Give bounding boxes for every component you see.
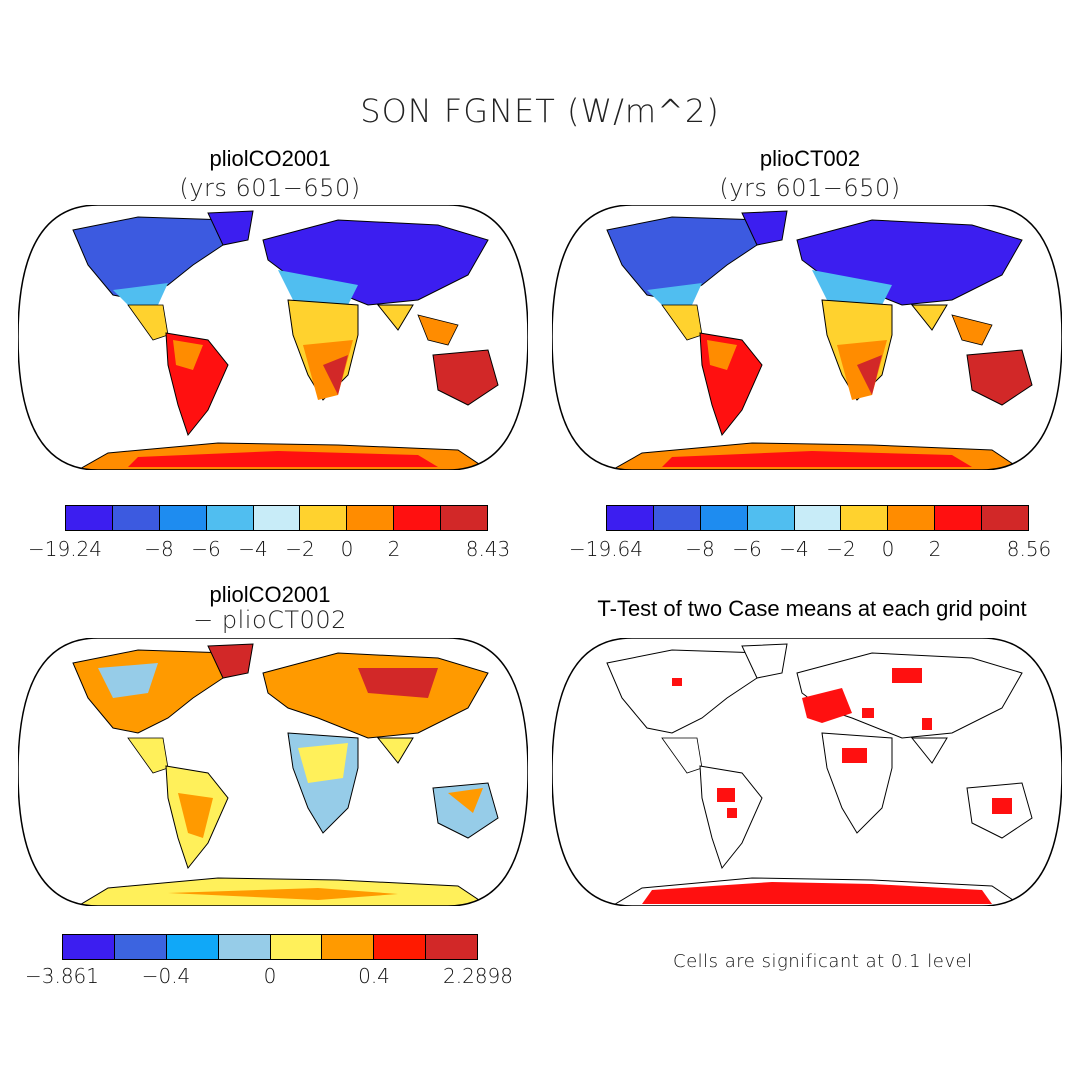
panel-3-title: pliolCO2001 (209, 582, 331, 607)
colorbar-label: −3.861 (24, 964, 100, 988)
colorbar-label: −4 (779, 537, 809, 561)
colorbar-cell (166, 935, 219, 959)
panel-3-subtitle: − plioCT002 (193, 606, 347, 634)
colorbar-label: −8 (685, 537, 715, 561)
colorbar-cell (206, 506, 254, 530)
land-fields-2 (606, 210, 1033, 470)
colorbar-cell (112, 506, 160, 530)
colorbar-cell (888, 506, 936, 530)
colorbar-label: 2 (928, 537, 942, 561)
panel-2-subtitle: (yrs 601−650) (719, 174, 901, 202)
colorbar-cell (426, 935, 477, 959)
colorbar-label: 2 (387, 537, 401, 561)
colorbar-label: −6 (191, 537, 221, 561)
land-fields-3 (72, 643, 499, 906)
colorbar-cell (322, 935, 375, 959)
colorbar-cell (374, 935, 427, 959)
colorbar-cell (63, 935, 115, 959)
panel-1-subtitle: (yrs 601−650) (179, 174, 361, 202)
colorbar-cell (394, 506, 442, 530)
panel-1-title: pliolCO2001 (209, 146, 331, 171)
colorbar-cell (841, 506, 889, 530)
colorbar-label: 0 (881, 537, 895, 561)
land-fields-1 (72, 210, 499, 470)
colorbar-cell (441, 506, 488, 530)
significance-note: Cells are significant at 0.1 level (673, 951, 973, 972)
colorbar-cell (114, 935, 167, 959)
main-title: SON FGNET (W/m^2) (360, 92, 720, 130)
colorbar-1 (65, 505, 488, 531)
colorbar-cell (347, 506, 395, 530)
colorbar-cell (982, 506, 1029, 530)
colorbar-cell (607, 506, 654, 530)
colorbar-label: −2 (285, 537, 315, 561)
colorbar-label: 0.4 (358, 964, 390, 988)
colorbar-cell (747, 506, 795, 530)
panel-4-title: T-Test of two Case means at each grid po… (597, 596, 1027, 621)
colorbar-cell (218, 935, 271, 959)
colorbar-cell (253, 506, 301, 530)
colorbar-label: −8 (144, 537, 174, 561)
significant-cells (642, 668, 1012, 904)
map-panel-2 (552, 205, 1062, 470)
colorbar-label: 0 (263, 964, 277, 988)
colorbar-cell (270, 935, 323, 959)
colorbar-cell (794, 506, 842, 530)
coastlines-4 (606, 643, 1033, 906)
colorbar-diff (62, 934, 478, 960)
colorbar-label: −4 (238, 537, 268, 561)
map-panel-1 (18, 205, 528, 470)
map-panel-3 (18, 638, 528, 906)
colorbar-cell (66, 506, 113, 530)
colorbar-label: 0 (340, 537, 354, 561)
colorbar-label: 2.2898 (443, 964, 513, 988)
colorbar-label: −19.24 (27, 537, 103, 561)
colorbar-label: −6 (732, 537, 762, 561)
colorbar-cell (300, 506, 348, 530)
colorbar-cell (653, 506, 701, 530)
panel-2-title: plioCT002 (759, 146, 861, 171)
colorbar-cell (935, 506, 983, 530)
colorbar-label: 8.43 (465, 537, 511, 561)
map-panel-4 (552, 638, 1062, 906)
colorbar-cell (700, 506, 748, 530)
colorbar-label: −0.4 (141, 964, 191, 988)
colorbar-2 (606, 505, 1029, 531)
colorbar-label: −19.64 (568, 537, 644, 561)
colorbar-cell (159, 506, 207, 530)
colorbar-label: 8.56 (1006, 537, 1052, 561)
colorbar-label: −2 (826, 537, 856, 561)
